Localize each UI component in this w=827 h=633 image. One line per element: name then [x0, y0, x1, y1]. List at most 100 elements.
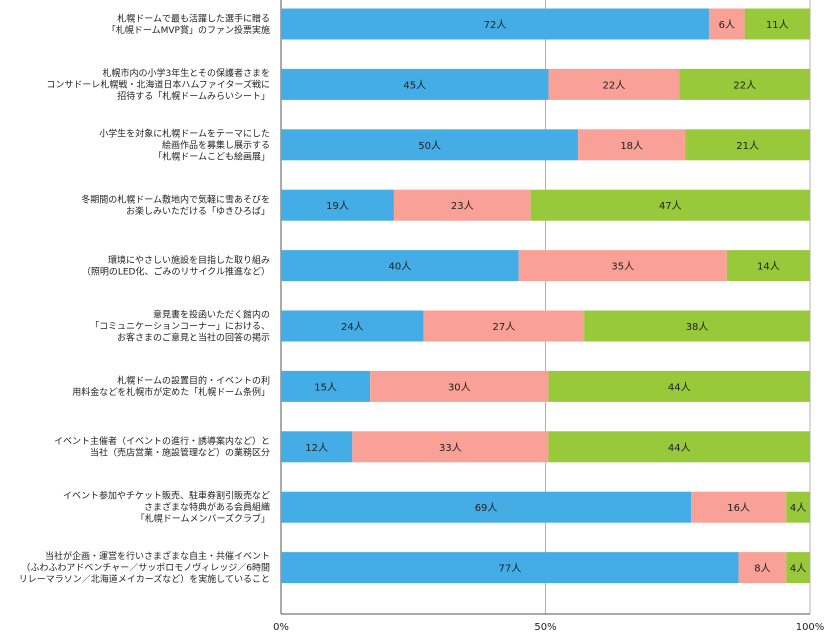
category-label-line: 札幌ドームで最も活躍した選手に贈る — [117, 12, 270, 24]
bar-segment — [393, 189, 531, 221]
bar-segment — [281, 552, 739, 584]
data-label: 4人 — [790, 502, 806, 514]
category-label-line: 当社が企画・運営を行いさまざまな自主・共催イベント — [45, 550, 270, 562]
x-tick-label: 100% — [796, 622, 825, 633]
category-label-line: 当社（売店営業・施設管理など）の業務区分 — [90, 447, 270, 459]
category-label-line: 札幌ドームの設置目的・イベントの利 — [117, 375, 270, 387]
data-label: 47人 — [659, 200, 682, 212]
category-label-line: 「コミュニケーションコーナー」における、 — [90, 321, 270, 332]
category-label-line: お楽しみいただける「ゆきひろば」 — [126, 205, 270, 217]
bar-segment — [744, 8, 810, 40]
data-label: 38人 — [686, 321, 709, 333]
bar-segment — [685, 129, 810, 161]
bar-segment — [530, 189, 810, 221]
data-label: 33人 — [439, 442, 462, 454]
data-label: 15人 — [314, 381, 337, 393]
data-label: 4人 — [790, 563, 806, 575]
data-label: 8人 — [754, 563, 770, 575]
bar-segment — [370, 370, 549, 402]
category-label-line: （照明のLED化、ごみのリサイクル推進など） — [82, 265, 270, 277]
data-label: 30人 — [448, 381, 471, 393]
bar-segment — [518, 250, 727, 282]
category-label-line: （ふわふわアドベンチャー／サッポロモノヴィレッジ／6時間 — [21, 562, 270, 574]
data-label: 18人 — [620, 140, 643, 152]
category-label-line: 冬期間の札幌ドーム敷地内で気軽に雪あそびを — [81, 193, 270, 205]
data-label: 11人 — [766, 19, 789, 31]
data-label: 44人 — [668, 381, 691, 393]
data-label: 22人 — [733, 79, 756, 91]
bar-segment — [281, 68, 549, 100]
data-label: 50人 — [418, 140, 441, 152]
category-label: イベント参加やチケット販売、駐車券割引販売などさまざまな特典がある会員組織「札幌… — [63, 490, 270, 525]
category-label-line: 環境にやさしい施設を目指した取り組み — [108, 254, 270, 266]
data-label: 21人 — [736, 140, 759, 152]
category-label-line: コンサドーレ札幌戦・北海道日本ハムファイターズ戦に — [46, 78, 270, 90]
data-label: 16人 — [727, 502, 750, 514]
data-label: 14人 — [757, 261, 780, 273]
category-label: 意見書を投函いただく館内の「コミュニケーションコーナー」における、お客さまのご意… — [90, 309, 270, 344]
bar-segment — [548, 370, 810, 402]
bar-segment — [281, 310, 424, 342]
category-label: 小学生を対象に札幌ドームをテーマにした絵画作品を募集し展示する「札幌ドームこども… — [99, 127, 270, 162]
x-tick-label: 50% — [534, 622, 556, 633]
category-label: 札幌市内の小学3年生とその保護者さまをコンサドーレ札幌戦・北海道日本ハムファイタ… — [46, 67, 270, 102]
category-label-line: 「札幌ドームこども絵画展」 — [153, 150, 270, 162]
category-label: 札幌ドームの設置目的・イベントの利用料金などを札幌市が定めた「札幌ドーム条例」 — [72, 375, 270, 399]
category-label-line: イベント主催者（イベントの進行・誘導案内など）と — [54, 435, 270, 447]
bar-segment — [548, 431, 810, 463]
bar-segment — [691, 491, 787, 523]
bar-segment — [281, 491, 692, 523]
category-labels: 札幌ドームで最も活躍した選手に贈る「札幌ドームMVP賞」のファン投票実施札幌市内… — [19, 12, 270, 585]
bar-segment — [679, 68, 810, 100]
data-label: 69人 — [475, 502, 498, 514]
category-label-line: 札幌市内の小学3年生とその保護者さまを — [103, 67, 270, 79]
bar-segment — [578, 129, 686, 161]
data-label: 77人 — [498, 563, 521, 575]
bar-segment — [281, 370, 371, 402]
bar-segment — [281, 431, 353, 463]
bar-segment — [708, 8, 745, 40]
category-label-line: 招待する「札幌ドームみらいシート」 — [117, 90, 270, 102]
bar-segment — [726, 250, 810, 282]
category-label-line: 「札幌ドームメンバーズクラブ」 — [136, 513, 270, 525]
bar-segment — [423, 310, 585, 342]
category-label: 冬期間の札幌ドーム敷地内で気軽に雪あそびをお楽しみいただける「ゆきひろば」 — [81, 193, 270, 217]
x-tick-label: 0% — [273, 622, 289, 633]
bar-segment — [584, 310, 810, 342]
bar-segment — [548, 68, 680, 100]
category-label: イベント主催者（イベントの進行・誘導案内など）と当社（売店営業・施設管理など）の… — [54, 435, 270, 459]
data-label: 6人 — [719, 19, 735, 31]
category-label-line: 「札幌ドームMVP賞」のファン投票実施 — [107, 24, 270, 36]
data-label: 23人 — [451, 200, 474, 212]
bars: 72人 6人 11人 45人 22人 22人 50人 18人 21人 19人 23人 47人 40人 35… — [281, 8, 810, 584]
bar-segment — [281, 250, 519, 282]
category-label: 札幌ドームで最も活躍した選手に贈る「札幌ドームMVP賞」のファン投票実施 — [107, 12, 270, 36]
data-label: 40人 — [389, 261, 412, 273]
category-label-line: イベント参加やチケット販売、駐車券割引販売など — [63, 490, 270, 502]
category-label-line: お客さまのご意見と当社の回答の掲示 — [117, 332, 270, 344]
data-label: 27人 — [493, 321, 516, 333]
x-axis-ticks: 0% 50% 100% — [273, 622, 824, 633]
data-label: 72人 — [484, 19, 507, 31]
category-label-line: 用料金などを札幌市が定めた「札幌ドーム条例」 — [72, 386, 270, 398]
data-label: 22人 — [602, 79, 625, 91]
data-label: 45人 — [403, 79, 426, 91]
category-label-line: さまざまな特典がある会員組織 — [144, 501, 270, 513]
category-label-line: リレーマラソン／北海道メイカーズなど）を実施していること — [19, 573, 270, 585]
category-label: 環境にやさしい施設を目指した取り組み（照明のLED化、ごみのリサイクル推進など） — [82, 254, 270, 278]
bar-segment — [281, 189, 394, 221]
category-label-line: 絵画作品を募集し展示する — [162, 139, 270, 151]
bar-segment — [738, 552, 787, 584]
category-label-line: 意見書を投函いただく館内の — [153, 309, 270, 321]
bar-segment — [786, 491, 810, 523]
data-label: 24人 — [341, 321, 364, 333]
data-label: 44人 — [668, 442, 691, 454]
bar-segment — [352, 431, 549, 463]
data-label: 19人 — [326, 200, 349, 212]
bar-segment — [786, 552, 810, 584]
category-label: 当社が企画・運営を行いさまざまな自主・共催イベント（ふわふわアドベンチャー／サッ… — [19, 550, 270, 585]
data-label: 12人 — [305, 442, 328, 454]
bar-segment — [281, 129, 579, 161]
category-label-line: 小学生を対象に札幌ドームをテーマにした — [99, 127, 270, 139]
